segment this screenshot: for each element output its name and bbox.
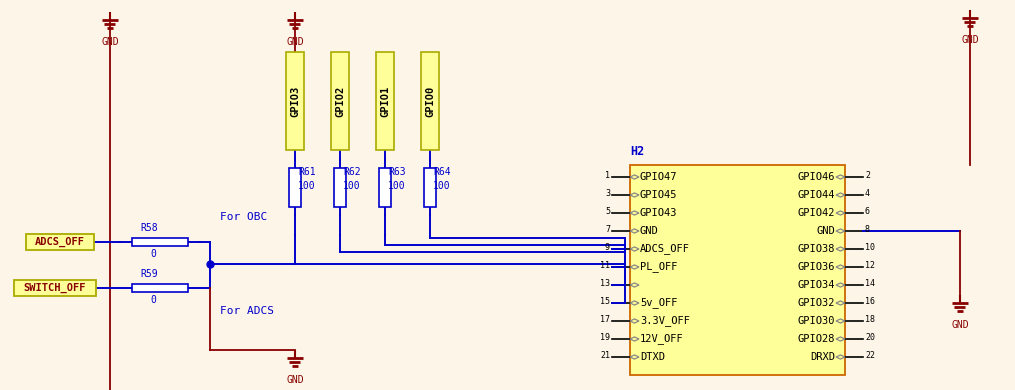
Bar — [379, 168, 391, 207]
Text: GPIO1: GPIO1 — [380, 85, 390, 117]
Text: GPIO32: GPIO32 — [798, 298, 835, 308]
Text: GPIO45: GPIO45 — [640, 190, 677, 200]
Text: GND: GND — [961, 35, 978, 45]
Bar — [334, 168, 346, 207]
Text: 7: 7 — [605, 225, 610, 234]
Text: 20: 20 — [865, 333, 875, 342]
Text: For ADCS: For ADCS — [220, 306, 274, 316]
Text: GPIO2: GPIO2 — [335, 85, 345, 117]
Text: 12V_OFF: 12V_OFF — [640, 333, 684, 344]
Text: R59: R59 — [140, 269, 157, 279]
Bar — [289, 168, 301, 207]
Text: 0: 0 — [150, 295, 156, 305]
Text: SWITCH_OFF: SWITCH_OFF — [23, 283, 86, 293]
Text: GND: GND — [816, 226, 835, 236]
Text: 100: 100 — [343, 181, 360, 191]
Bar — [424, 168, 436, 207]
Text: 100: 100 — [433, 181, 451, 191]
Bar — [331, 52, 349, 150]
Text: 13: 13 — [600, 280, 610, 289]
Text: 4: 4 — [865, 190, 870, 199]
Text: GND: GND — [640, 226, 659, 236]
Text: 19: 19 — [600, 333, 610, 342]
Text: GPIO3: GPIO3 — [290, 85, 300, 117]
Text: DTXD: DTXD — [640, 352, 665, 362]
Text: 17: 17 — [600, 316, 610, 324]
Text: 21: 21 — [600, 351, 610, 360]
Text: For OBC: For OBC — [220, 212, 267, 222]
Text: GPIO43: GPIO43 — [640, 208, 677, 218]
Text: 3: 3 — [605, 190, 610, 199]
Text: 3.3V_OFF: 3.3V_OFF — [640, 316, 690, 326]
Text: R63: R63 — [388, 167, 406, 177]
Text: GPIO46: GPIO46 — [798, 172, 835, 182]
Text: GPIO34: GPIO34 — [798, 280, 835, 290]
Bar — [421, 52, 439, 150]
Text: 15: 15 — [600, 298, 610, 307]
Text: GND: GND — [286, 375, 303, 385]
Text: PL_OFF: PL_OFF — [640, 262, 677, 273]
Text: 16: 16 — [865, 298, 875, 307]
Bar — [630, 165, 845, 375]
Text: R58: R58 — [140, 223, 157, 233]
Text: GPIO28: GPIO28 — [798, 334, 835, 344]
Bar — [132, 238, 188, 246]
Text: 6: 6 — [865, 207, 870, 216]
Text: GPIO47: GPIO47 — [640, 172, 677, 182]
Text: 100: 100 — [298, 181, 316, 191]
Bar — [132, 284, 188, 292]
Text: 22: 22 — [865, 351, 875, 360]
Text: ADCS_OFF: ADCS_OFF — [35, 237, 85, 247]
Text: GND: GND — [286, 37, 303, 47]
Text: 5v_OFF: 5v_OFF — [640, 298, 677, 308]
Text: GPIO0: GPIO0 — [425, 85, 435, 117]
Text: R61: R61 — [298, 167, 316, 177]
Text: ADCS_OFF: ADCS_OFF — [640, 243, 690, 254]
Text: R62: R62 — [343, 167, 360, 177]
Text: 5: 5 — [605, 207, 610, 216]
Text: GPIO36: GPIO36 — [798, 262, 835, 272]
Text: 0: 0 — [150, 249, 156, 259]
Bar — [286, 52, 304, 150]
Text: 14: 14 — [865, 280, 875, 289]
Text: H2: H2 — [630, 145, 645, 158]
Text: 8: 8 — [865, 225, 870, 234]
Text: GPIO44: GPIO44 — [798, 190, 835, 200]
Bar — [14, 280, 96, 296]
Text: 9: 9 — [605, 243, 610, 252]
Text: DRXD: DRXD — [810, 352, 835, 362]
Text: 18: 18 — [865, 316, 875, 324]
Text: GPIO30: GPIO30 — [798, 316, 835, 326]
Text: GPIO38: GPIO38 — [798, 244, 835, 254]
Text: GND: GND — [951, 320, 968, 330]
Text: 2: 2 — [865, 172, 870, 181]
Text: 12: 12 — [865, 262, 875, 271]
Text: 11: 11 — [600, 262, 610, 271]
Text: GPIO42: GPIO42 — [798, 208, 835, 218]
Bar — [26, 234, 93, 250]
Text: R64: R64 — [433, 167, 451, 177]
Text: 10: 10 — [865, 243, 875, 252]
Bar — [376, 52, 394, 150]
Text: 1: 1 — [605, 172, 610, 181]
Text: 100: 100 — [388, 181, 406, 191]
Text: GND: GND — [102, 37, 119, 47]
